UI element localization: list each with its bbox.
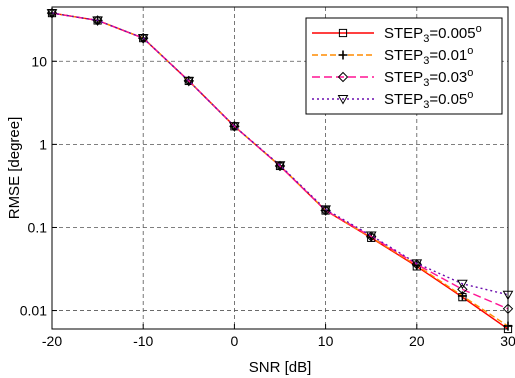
data-point bbox=[457, 279, 468, 290]
x-tick-label: -20 bbox=[42, 333, 62, 349]
legend-marker bbox=[337, 71, 349, 83]
y-tick-label: 0.1 bbox=[28, 219, 48, 235]
legend-item: STEP3=0.005o bbox=[312, 23, 482, 45]
legend-box bbox=[305, 17, 503, 115]
x-tick-label: -10 bbox=[133, 333, 153, 349]
series-line bbox=[51, 12, 509, 296]
data-point bbox=[274, 161, 286, 171]
legend: STEP3=0.005oSTEP3=0.01oSTEP3=0.03oSTEP3=… bbox=[305, 17, 503, 115]
legend-marker bbox=[337, 95, 349, 105]
data-point bbox=[183, 76, 195, 87]
data-point bbox=[457, 291, 467, 301]
x-tick-label: 0 bbox=[231, 333, 239, 349]
y-tick-label: 1 bbox=[39, 136, 47, 152]
data-point bbox=[320, 205, 331, 215]
y-tick-label: 10 bbox=[31, 53, 47, 69]
legend-marker bbox=[338, 50, 348, 60]
x-tick-label: 30 bbox=[500, 333, 515, 349]
data-point bbox=[92, 16, 103, 26]
x-tick-label: 20 bbox=[409, 333, 425, 349]
data-point bbox=[457, 284, 468, 295]
legend-label: STEP3=0.03o bbox=[384, 67, 473, 89]
data-point bbox=[411, 259, 423, 269]
legend-item: STEP3=0.05o bbox=[312, 89, 473, 111]
legend-item: STEP3=0.03o bbox=[312, 67, 473, 89]
y-tick-label: 0.01 bbox=[20, 303, 47, 319]
data-point bbox=[229, 122, 240, 132]
legend-label: STEP3=0.01o bbox=[384, 45, 473, 67]
y-axis-label: RMSE [degree] bbox=[6, 117, 23, 220]
x-axis-label: SNR [dB] bbox=[249, 359, 312, 376]
data-point bbox=[137, 34, 149, 44]
x-tick-label: 10 bbox=[318, 333, 334, 349]
plot-frame bbox=[51, 6, 509, 330]
series-line bbox=[51, 12, 509, 310]
legend-marker bbox=[338, 28, 348, 38]
legend-label: STEP3=0.05o bbox=[384, 89, 473, 111]
data-point bbox=[365, 231, 377, 242]
axis-ticks: -20 -10 0 10 20 30 0.01 0.1 1 10 bbox=[20, 53, 515, 349]
legend-label: STEP3=0.005o bbox=[384, 23, 482, 45]
legend-item: STEP3=0.01o bbox=[312, 45, 473, 67]
